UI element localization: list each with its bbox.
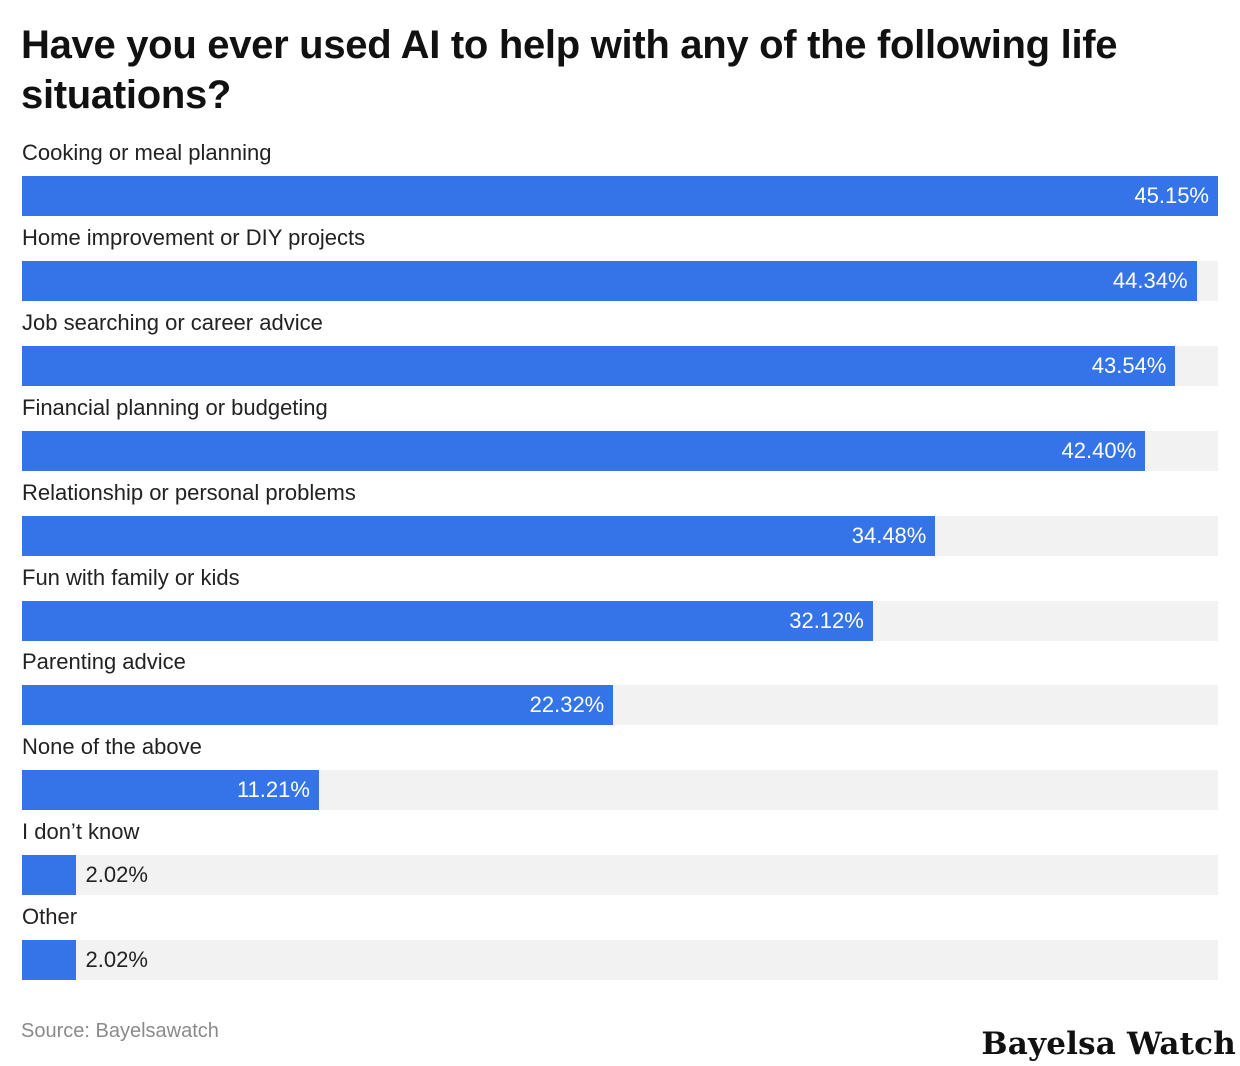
bar-track: 2.02% [22,940,1218,981]
bar-track: 42.40% [22,430,1218,471]
value-label: 2.02% [85,862,148,888]
bar-track: 2.02% [22,855,1218,896]
category-label: None of the above [22,734,202,760]
category-label: Financial planning or budgeting [22,394,328,420]
brand-logo: Bayelsa Watch [981,1026,1236,1062]
value-label: 42.40% [1061,437,1137,463]
bar-track: 43.54% [22,345,1218,386]
bar [22,430,1146,471]
chart-title: Have you ever used AI to help with any o… [21,23,1118,117]
value-label: 44.34% [1112,267,1188,293]
bar [22,345,1176,386]
category-label: Cooking or meal planning [22,140,272,165]
bar [22,855,76,896]
bar-track: 32.12% [22,600,1218,641]
category-label: Parenting advice [22,649,186,675]
category-label: Other [22,904,78,930]
category-label: Job searching or career advice [22,309,323,335]
bar-track: 44.34% [22,260,1218,301]
category-label: Home improvement or DIY projects [22,224,366,250]
value-label: 2.02% [85,947,148,973]
bar-chart: Cooking or meal planning 45.15% Home impro… [22,140,1218,981]
category-label: I don’t know [22,819,140,845]
value-label: 34.48% [851,522,927,548]
bar-track: 22.32% [22,685,1218,726]
source-note: Source: Bayelsawatch [21,1020,219,1042]
category-label: Fun with family or kids [22,564,240,590]
bar-track: 11.21% [22,770,1218,811]
value-label: 45.15% [1134,183,1209,208]
bar [22,515,936,556]
value-label: 32.12% [789,607,864,633]
bar [22,770,319,811]
bar [22,940,76,981]
bar [22,260,1197,301]
value-label: 43.54% [1091,352,1167,378]
bar-track: 34.48% [22,515,1218,556]
value-label: 11.21% [236,777,310,803]
bar [22,176,1218,216]
bar-track: 45.15% [22,176,1218,216]
category-label: Relationship or personal problems [22,479,356,505]
bar [22,600,873,641]
value-label: 22.32% [529,692,605,718]
bar [22,685,614,726]
